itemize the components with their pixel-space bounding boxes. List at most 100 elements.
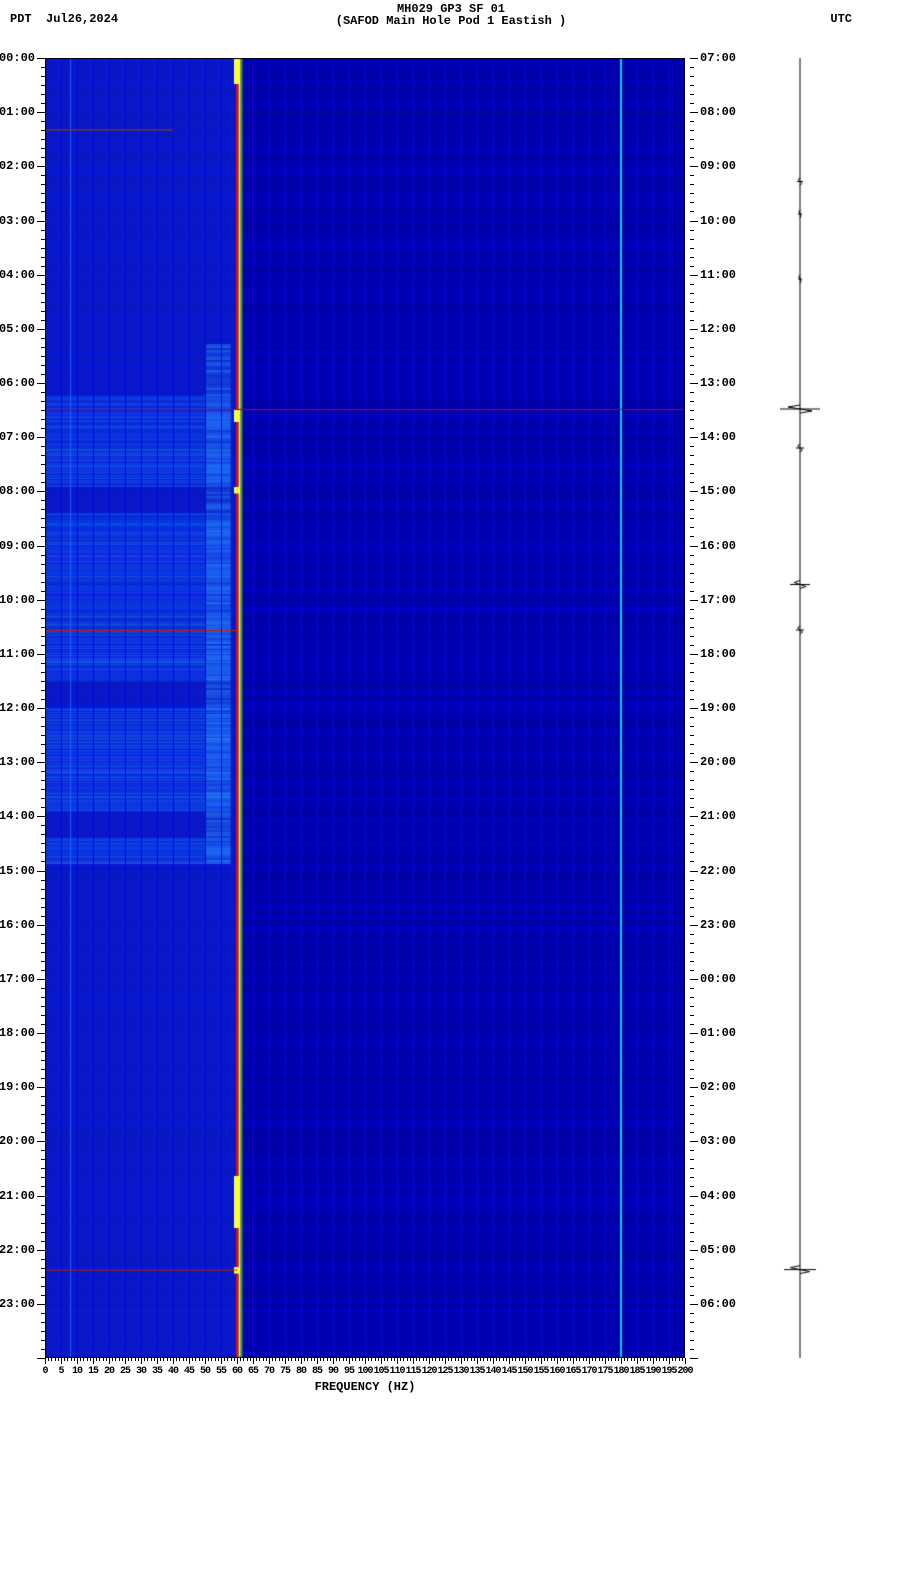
y-left-label: 03:00	[0, 214, 35, 228]
y-axis-left: 00:0001:0002:0003:0004:0005:0006:0007:00…	[0, 58, 45, 1358]
x-tick-label: 155	[533, 1366, 548, 1377]
x-tick-label: 105	[373, 1366, 388, 1377]
y-right-label: 23:00	[700, 918, 736, 932]
x-tick-label: 170	[581, 1366, 596, 1377]
y-left-label: 23:00	[0, 1297, 35, 1311]
y-right-label: 10:00	[700, 214, 736, 228]
x-axis-title: FREQUENCY (HZ)	[45, 1380, 685, 1394]
y-right-label: 05:00	[700, 1243, 736, 1257]
y-left-label: 02:00	[0, 159, 35, 173]
x-tick-label: 85	[312, 1366, 322, 1377]
y-right-label: 12:00	[700, 322, 736, 336]
x-tick-label: 60	[232, 1366, 242, 1377]
y-right-label: 04:00	[700, 1189, 736, 1203]
y-right-label: 03:00	[700, 1134, 736, 1148]
x-tick-label: 65	[248, 1366, 258, 1377]
y-left-label: 15:00	[0, 864, 35, 878]
y-right-label: 15:00	[700, 484, 736, 498]
y-right-label: 21:00	[700, 809, 736, 823]
y-left-label: 22:00	[0, 1243, 35, 1257]
timezone-right: UTC	[830, 12, 852, 26]
y-left-label: 16:00	[0, 918, 35, 932]
x-tick-label: 165	[565, 1366, 580, 1377]
chart-header: PDT Jul26,2024 MH029 GP3 SF 01 (SAFOD Ma…	[0, 0, 902, 30]
y-right-label: 09:00	[700, 159, 736, 173]
x-tick-label: 25	[120, 1366, 130, 1377]
x-tick-label: 0	[42, 1366, 47, 1377]
y-left-label: 17:00	[0, 972, 35, 986]
x-tick-label: 20	[104, 1366, 114, 1377]
x-tick-label: 30	[136, 1366, 146, 1377]
x-tick-label: 75	[280, 1366, 290, 1377]
x-tick-label: 5	[58, 1366, 63, 1377]
x-tick-label: 90	[328, 1366, 338, 1377]
y-left-label: 19:00	[0, 1080, 35, 1094]
seismic-trace	[780, 58, 820, 1358]
x-tick-label: 35	[152, 1366, 162, 1377]
x-tick-label: 95	[344, 1366, 354, 1377]
x-tick-label: 145	[501, 1366, 516, 1377]
x-tick-label: 200	[677, 1366, 692, 1377]
x-tick-label: 135	[469, 1366, 484, 1377]
y-left-label: 11:00	[0, 647, 35, 661]
x-tick-label: 115	[405, 1366, 420, 1377]
y-right-label: 14:00	[700, 430, 736, 444]
x-tick-label: 50	[200, 1366, 210, 1377]
y-right-label: 22:00	[700, 864, 736, 878]
y-left-label: 12:00	[0, 701, 35, 715]
x-tick-label: 160	[549, 1366, 564, 1377]
spectrogram-plot	[45, 58, 685, 1358]
y-left-label: 14:00	[0, 809, 35, 823]
x-tick-label: 130	[453, 1366, 468, 1377]
y-right-label: 08:00	[700, 105, 736, 119]
y-left-label: 09:00	[0, 539, 35, 553]
y-right-label: 18:00	[700, 647, 736, 661]
x-tick-label: 150	[517, 1366, 532, 1377]
x-tick-label: 180	[613, 1366, 628, 1377]
y-right-label: 16:00	[700, 539, 736, 553]
y-right-label: 13:00	[700, 376, 736, 390]
y-axis-right: 07:0008:0009:0010:0011:0012:0013:0014:00…	[690, 58, 750, 1358]
y-left-label: 01:00	[0, 105, 35, 119]
y-right-label: 02:00	[700, 1080, 736, 1094]
y-right-label: 00:00	[700, 972, 736, 986]
x-tick-label: 175	[597, 1366, 612, 1377]
x-tick-label: 110	[389, 1366, 404, 1377]
y-right-label: 17:00	[700, 593, 736, 607]
x-tick-label: 55	[216, 1366, 226, 1377]
x-tick-label: 10	[72, 1366, 82, 1377]
chart-subtitle: (SAFOD Main Hole Pod 1 Eastish )	[0, 14, 902, 28]
y-right-label: 19:00	[700, 701, 736, 715]
y-right-label: 07:00	[700, 51, 736, 65]
x-tick-label: 120	[421, 1366, 436, 1377]
y-left-label: 10:00	[0, 593, 35, 607]
y-left-label: 13:00	[0, 755, 35, 769]
y-left-label: 05:00	[0, 322, 35, 336]
y-left-label: 21:00	[0, 1189, 35, 1203]
spectrogram-canvas	[45, 58, 685, 1358]
y-right-label: 11:00	[700, 268, 736, 282]
x-tick-label: 45	[184, 1366, 194, 1377]
y-left-label: 18:00	[0, 1026, 35, 1040]
x-tick-label: 70	[264, 1366, 274, 1377]
y-left-label: 04:00	[0, 268, 35, 282]
x-tick-label: 80	[296, 1366, 306, 1377]
trace-canvas	[780, 58, 820, 1358]
x-axis: FREQUENCY (HZ) 05 10 15 20 25 30 35 40 45 50 55 60 6…	[45, 1358, 685, 1398]
y-left-label: 00:00	[0, 51, 35, 65]
x-tick-label: 125	[437, 1366, 452, 1377]
y-right-label: 01:00	[700, 1026, 736, 1040]
y-right-label: 20:00	[700, 755, 736, 769]
x-tick-label: 190	[645, 1366, 660, 1377]
x-tick-label: 40	[168, 1366, 178, 1377]
x-tick-label: 15	[88, 1366, 98, 1377]
y-left-label: 20:00	[0, 1134, 35, 1148]
y-left-label: 08:00	[0, 484, 35, 498]
x-tick-label: 100	[357, 1366, 372, 1377]
x-tick-label: 140	[485, 1366, 500, 1377]
x-tick-label: 185	[629, 1366, 644, 1377]
y-left-label: 07:00	[0, 430, 35, 444]
y-right-label: 06:00	[700, 1297, 736, 1311]
x-tick-label: 195	[661, 1366, 676, 1377]
y-left-label: 06:00	[0, 376, 35, 390]
